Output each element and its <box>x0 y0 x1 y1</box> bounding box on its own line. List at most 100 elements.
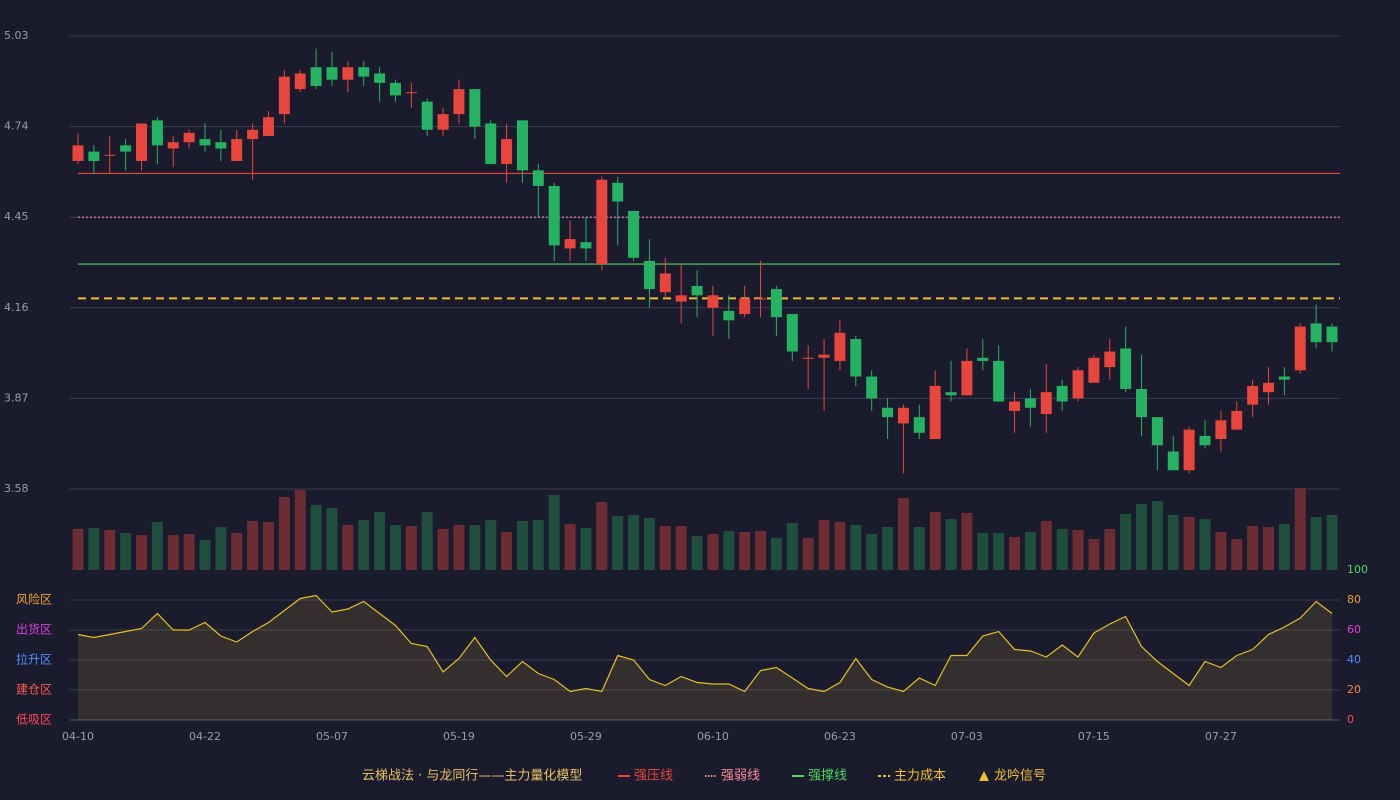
candle-body <box>1088 357 1100 383</box>
volume-bar <box>1088 539 1100 570</box>
volume-bar <box>1263 527 1275 570</box>
x-tick-label: 05-19 <box>443 730 475 743</box>
candle-body <box>1199 435 1211 446</box>
candle-body <box>548 185 560 246</box>
osc-tick-label: 80 <box>1347 593 1361 606</box>
candle-body <box>564 239 576 249</box>
x-tick-label: 05-29 <box>570 730 602 743</box>
volume-bar <box>945 519 957 570</box>
candle-body <box>993 360 1005 402</box>
candle-body <box>850 339 862 377</box>
volume-bar <box>326 508 338 570</box>
candle-body <box>1120 348 1132 390</box>
volume-bar <box>659 526 671 570</box>
volume-bar <box>1151 501 1163 570</box>
candle-body <box>437 114 449 130</box>
candle-body <box>1215 420 1227 440</box>
candle-body <box>1278 376 1290 380</box>
volume-bar <box>897 498 909 570</box>
legend-triangle <box>979 771 989 781</box>
volume-bar <box>1009 537 1021 570</box>
y-tick-label: 5.03 <box>4 29 29 42</box>
volume-bar <box>421 512 433 570</box>
legend-label: 强弱线 <box>721 769 760 784</box>
volume-bar <box>437 529 449 570</box>
candle-body <box>818 354 830 358</box>
candle-body <box>72 145 84 161</box>
y-tick-label: 4.45 <box>4 210 29 223</box>
volume-bar <box>850 525 862 570</box>
candle-body <box>913 417 925 433</box>
candle-body <box>580 242 592 249</box>
volume-bar <box>1247 526 1259 570</box>
volume-bar <box>1167 515 1179 570</box>
candle-body <box>866 376 878 399</box>
candle-body <box>342 67 354 80</box>
x-tick-label: 07-27 <box>1205 730 1237 743</box>
volume-bar <box>215 527 227 570</box>
volume-bar <box>278 497 290 570</box>
volume-bar <box>1024 532 1036 570</box>
candle-body <box>1167 451 1179 471</box>
volume-bar <box>310 505 322 570</box>
x-tick-label: 07-03 <box>951 730 983 743</box>
volume-bar <box>755 531 767 570</box>
candle-body <box>1056 385 1068 402</box>
volume-bar <box>501 532 513 570</box>
candle-body <box>247 129 259 140</box>
volume-bar <box>485 520 497 570</box>
volume-bar <box>707 534 719 570</box>
candle-body <box>1310 323 1322 343</box>
volume-bar <box>342 525 354 570</box>
candle-body <box>516 120 528 171</box>
y-tick-label: 4.74 <box>4 120 29 133</box>
osc-tick-label: 60 <box>1347 623 1361 636</box>
osc-tick-label: 20 <box>1347 683 1361 696</box>
candle-body <box>167 142 179 149</box>
candle-body <box>1136 389 1148 418</box>
x-tick-label: 04-10 <box>62 730 94 743</box>
volume-bar <box>516 521 528 570</box>
volume-bar <box>802 538 814 570</box>
volume-bar <box>199 540 211 570</box>
volume-bar <box>104 530 116 570</box>
y-tick-label: 3.87 <box>4 391 29 404</box>
volume-bar <box>262 522 274 570</box>
candle-body <box>1326 326 1338 343</box>
candle-body <box>183 132 195 143</box>
volume-bar <box>453 525 465 570</box>
candle-body <box>405 92 417 94</box>
volume-bar <box>675 526 687 570</box>
candle-body <box>882 407 894 418</box>
volume-bar <box>818 520 830 570</box>
osc-tick-label: 0 <box>1347 713 1354 726</box>
osc-area <box>78 595 1332 720</box>
candle-body <box>1151 417 1163 446</box>
volume-bar <box>961 513 973 570</box>
candle-body <box>612 182 624 202</box>
candle-body <box>1072 370 1084 399</box>
volume-bar <box>913 527 925 570</box>
candle-body <box>88 151 100 161</box>
osc-line <box>77 594 1333 693</box>
legend-label: 强压线 <box>634 769 673 784</box>
x-tick-label: 07-15 <box>1078 730 1110 743</box>
volume-bar <box>596 502 608 570</box>
candle-body <box>469 89 481 127</box>
volume-bar <box>1136 504 1148 570</box>
candle-body <box>421 101 433 130</box>
volume-bar <box>739 532 751 570</box>
legend-label: 龙吟信号 <box>994 768 1046 784</box>
volume-bar <box>88 528 100 570</box>
volume-bar <box>469 525 481 570</box>
volume-bar <box>247 521 259 570</box>
volume-bar <box>1310 517 1322 570</box>
candle-body <box>485 123 497 165</box>
candle-body <box>834 332 846 361</box>
candle-body <box>453 89 465 115</box>
candle-body <box>786 314 798 352</box>
candle-body <box>532 170 544 186</box>
candle-body <box>707 295 719 308</box>
volume-bar <box>834 522 846 570</box>
